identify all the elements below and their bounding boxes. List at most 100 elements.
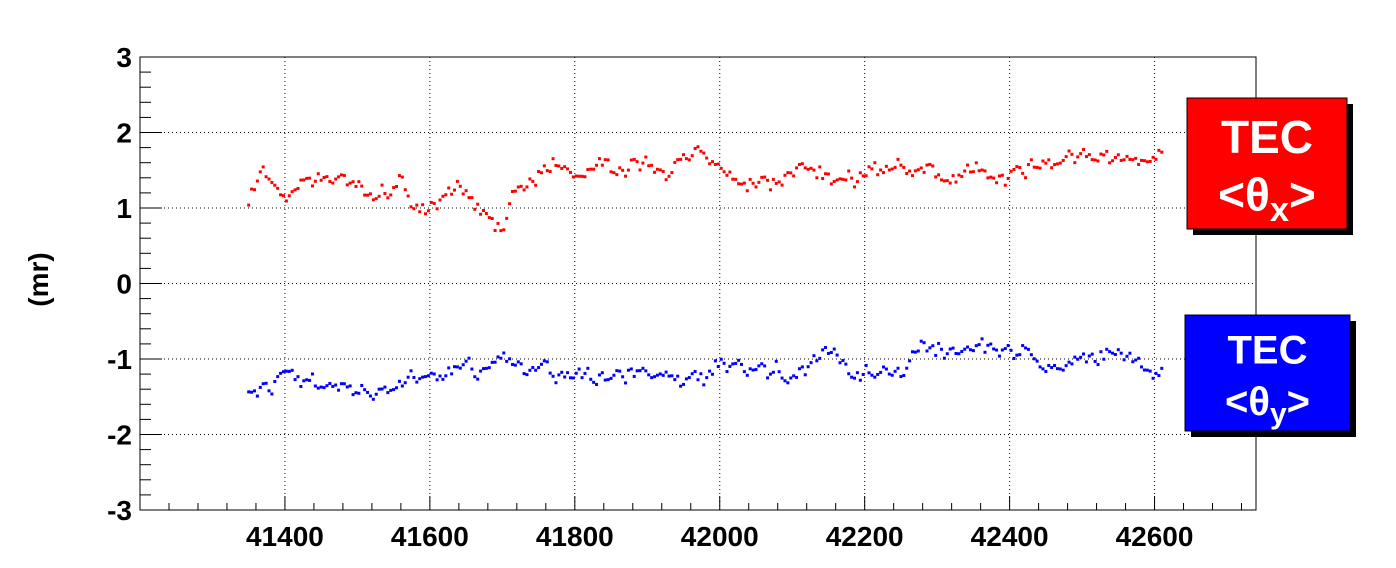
x-tick-label: 42000 bbox=[681, 521, 759, 552]
data-point bbox=[554, 163, 558, 167]
data-point bbox=[670, 374, 674, 378]
data-point bbox=[679, 157, 683, 161]
data-point bbox=[1058, 367, 1062, 371]
data-point bbox=[455, 179, 459, 183]
data-point bbox=[731, 177, 735, 181]
data-point bbox=[395, 386, 399, 390]
data-point bbox=[571, 175, 575, 179]
data-point bbox=[1096, 363, 1100, 367]
data-point bbox=[624, 174, 628, 178]
data-point bbox=[748, 177, 752, 181]
data-point bbox=[754, 368, 758, 372]
data-point bbox=[742, 370, 746, 374]
data-point bbox=[270, 392, 274, 396]
data-point bbox=[809, 361, 813, 365]
data-point bbox=[1122, 158, 1126, 162]
data-point bbox=[366, 193, 370, 197]
data-point bbox=[519, 362, 523, 366]
data-point bbox=[1003, 183, 1007, 187]
data-point bbox=[1093, 359, 1097, 363]
data-point bbox=[1108, 350, 1112, 354]
data-point bbox=[661, 373, 665, 377]
data-point bbox=[644, 369, 648, 373]
data-point bbox=[580, 174, 584, 178]
data-point bbox=[847, 169, 851, 173]
data-point bbox=[395, 185, 399, 189]
data-point bbox=[905, 172, 909, 176]
data-point bbox=[1160, 366, 1164, 370]
data-point bbox=[426, 374, 430, 378]
data-point bbox=[682, 153, 686, 157]
data-point bbox=[809, 166, 813, 170]
data-point bbox=[368, 394, 372, 398]
data-point bbox=[986, 176, 990, 180]
data-point bbox=[882, 365, 886, 369]
data-point bbox=[342, 173, 346, 177]
data-point bbox=[632, 374, 636, 378]
data-point bbox=[302, 178, 306, 182]
data-point bbox=[806, 365, 810, 369]
data-point bbox=[1015, 353, 1019, 357]
data-point bbox=[342, 382, 346, 386]
data-point bbox=[708, 162, 712, 166]
data-point bbox=[519, 184, 523, 188]
data-point bbox=[882, 171, 886, 175]
data-point bbox=[334, 383, 338, 387]
data-point bbox=[1041, 367, 1045, 371]
legend-symbol: <θx> bbox=[1218, 169, 1316, 229]
data-point bbox=[739, 182, 743, 186]
data-point bbox=[505, 359, 509, 363]
data-point bbox=[939, 178, 943, 182]
data-point bbox=[667, 374, 671, 378]
data-point bbox=[1111, 351, 1115, 355]
data-point bbox=[484, 366, 488, 370]
data-point bbox=[1090, 352, 1094, 356]
data-point bbox=[618, 369, 622, 373]
data-point bbox=[960, 175, 964, 179]
data-point bbox=[415, 380, 419, 384]
data-point bbox=[658, 168, 662, 172]
data-point bbox=[577, 174, 581, 178]
data-point bbox=[835, 178, 839, 182]
data-point bbox=[650, 376, 654, 380]
data-point bbox=[264, 175, 268, 179]
data-point bbox=[1102, 153, 1106, 157]
data-point bbox=[557, 164, 561, 168]
data-point bbox=[255, 394, 259, 398]
data-point bbox=[1151, 155, 1155, 159]
data-point bbox=[528, 368, 532, 372]
data-point bbox=[444, 374, 448, 378]
data-point bbox=[1160, 150, 1164, 154]
data-point bbox=[447, 186, 451, 190]
data-point bbox=[841, 358, 845, 362]
data-point bbox=[1157, 374, 1161, 378]
data-point bbox=[270, 180, 274, 184]
data-point bbox=[844, 362, 848, 366]
data-point bbox=[684, 377, 688, 381]
data-point bbox=[354, 184, 358, 188]
data-point bbox=[934, 353, 938, 357]
y-tick-label: 0 bbox=[116, 269, 132, 300]
y-tick-label: -1 bbox=[107, 344, 132, 375]
data-point bbox=[992, 176, 996, 180]
data-point bbox=[853, 185, 857, 189]
data-point bbox=[621, 375, 625, 379]
data-point bbox=[438, 198, 442, 202]
data-point bbox=[1102, 357, 1106, 361]
data-point bbox=[1029, 353, 1033, 357]
data-point bbox=[629, 367, 633, 371]
data-point bbox=[331, 384, 335, 388]
data-point bbox=[708, 369, 712, 373]
data-point bbox=[261, 165, 265, 169]
data-point bbox=[951, 346, 955, 350]
data-point bbox=[696, 378, 700, 382]
data-point bbox=[728, 364, 732, 368]
data-point bbox=[1151, 376, 1155, 380]
data-point bbox=[328, 180, 332, 184]
data-point bbox=[771, 177, 775, 181]
data-point bbox=[400, 175, 404, 179]
data-point bbox=[1026, 163, 1030, 167]
data-point bbox=[261, 382, 265, 386]
data-point bbox=[734, 177, 738, 181]
data-point bbox=[792, 374, 796, 378]
